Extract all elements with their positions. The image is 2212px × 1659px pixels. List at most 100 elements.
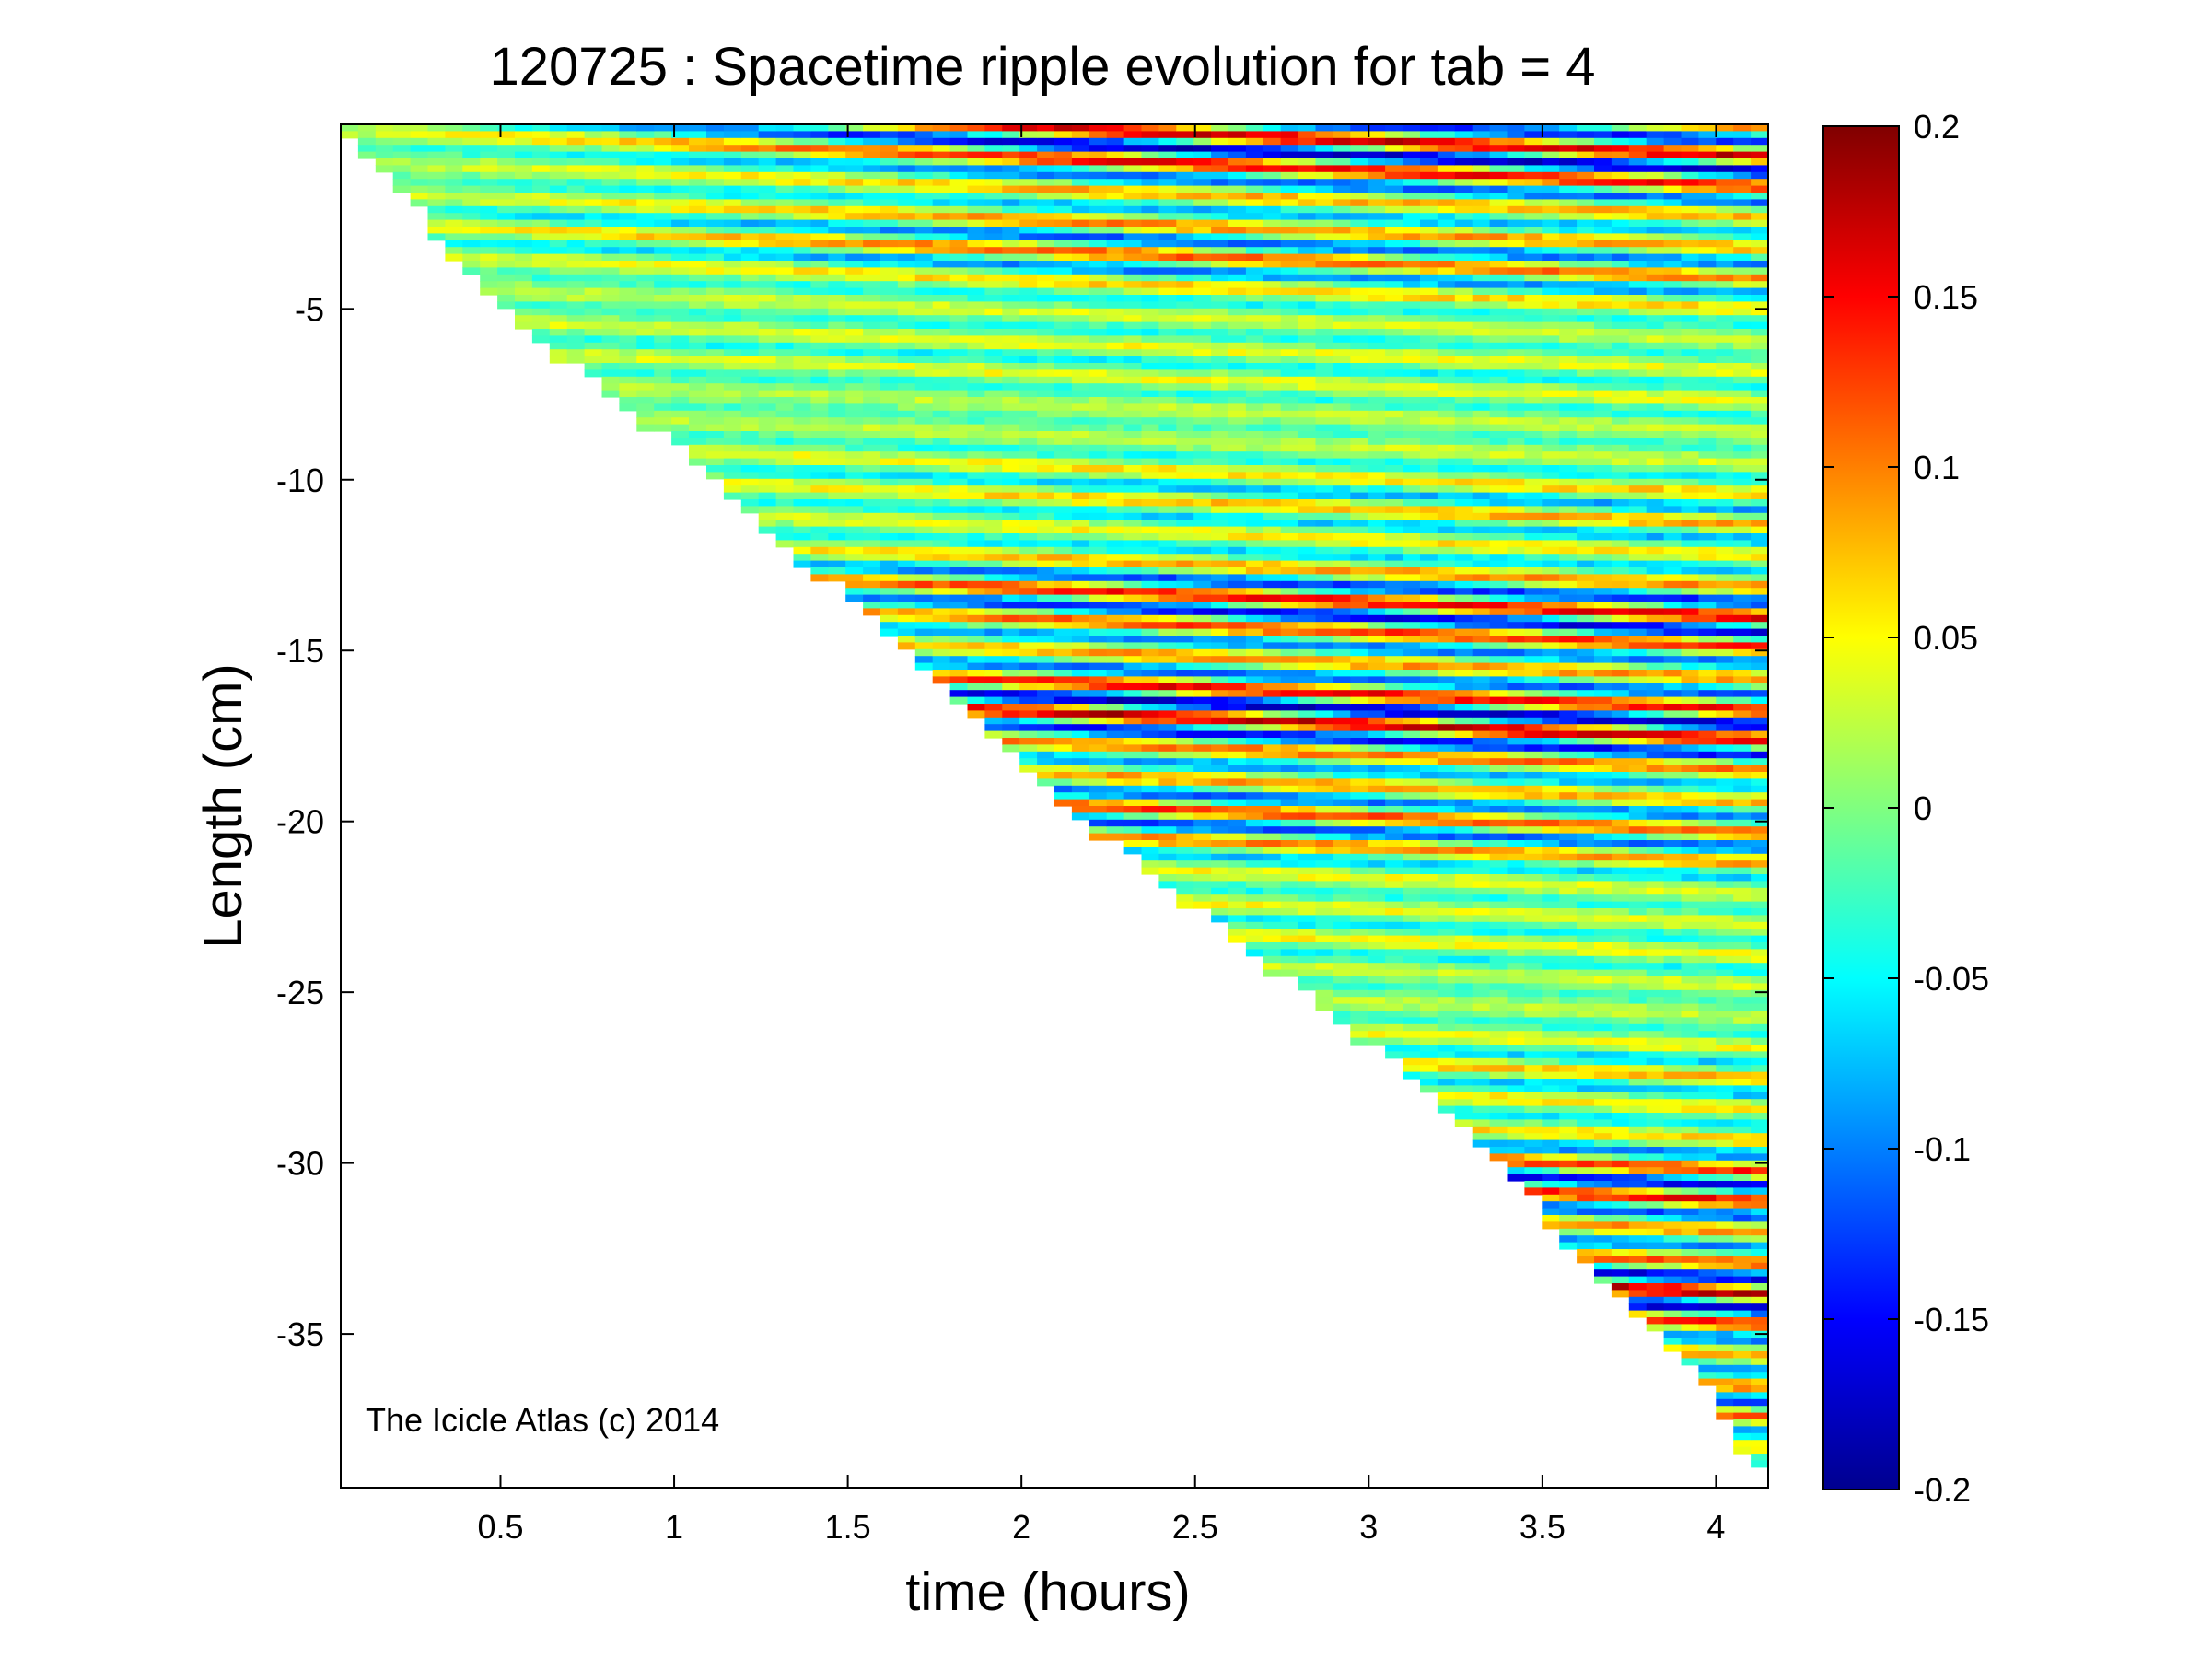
heatmap-cell: [671, 233, 690, 241]
heatmap-cell: [810, 451, 829, 460]
heatmap-cell: [880, 171, 899, 180]
heatmap-cell: [810, 165, 829, 173]
heatmap-cell: [1350, 472, 1368, 480]
heatmap-cell: [793, 247, 811, 255]
heatmap-cell: [880, 472, 899, 480]
heatmap-cell: [1089, 390, 1108, 398]
heatmap-cell: [1002, 335, 1020, 344]
heatmap-cell: [1298, 472, 1317, 480]
heatmap-cell: [654, 137, 672, 146]
heatmap-cell: [1193, 315, 1212, 323]
heatmap-cell: [619, 287, 637, 296]
heatmap-cell: [1019, 758, 1038, 766]
heatmap-cell: [1420, 369, 1438, 378]
heatmap-cell: [1350, 812, 1368, 821]
heatmap-cell: [1368, 417, 1386, 426]
heatmap-cell: [1054, 602, 1073, 609]
heatmap-cell: [1420, 785, 1438, 793]
heatmap-cell: [1368, 533, 1386, 541]
heatmap-cell: [914, 608, 934, 616]
heatmap-cell: [1315, 124, 1333, 132]
heatmap-cell: [1141, 165, 1159, 173]
heatmap-cell: [740, 349, 760, 357]
heatmap-cell: [1385, 758, 1403, 766]
heatmap-cell: [1019, 656, 1038, 664]
heatmap-cell: [619, 281, 637, 289]
heatmap-cell: [914, 315, 934, 323]
heatmap-cell: [480, 124, 498, 132]
heatmap-cell: [1054, 151, 1073, 159]
heatmap-cell: [1263, 602, 1282, 609]
heatmap-cell: [1141, 670, 1159, 677]
heatmap-cell: [1141, 193, 1159, 200]
heatmap-cell: [949, 683, 969, 691]
heatmap-cell: [1002, 438, 1020, 446]
heatmap-cell: [427, 193, 446, 200]
heatmap-cell: [1420, 315, 1438, 323]
heatmap-cell: [1333, 860, 1351, 869]
heatmap-cell: [1437, 193, 1456, 200]
heatmap-cell: [1437, 315, 1456, 323]
heatmap-cell: [1176, 185, 1194, 193]
heatmap-cell: [1158, 397, 1177, 404]
heatmap-cell: [1280, 628, 1299, 637]
heatmap-cell: [706, 431, 725, 438]
heatmap-cell: [1193, 356, 1212, 364]
chart-title: 120725 : Spacetime ripple evolution for …: [489, 37, 1595, 97]
heatmap-cell: [810, 124, 829, 132]
heatmap-cell: [1141, 520, 1159, 528]
heatmap-cell: [1263, 506, 1282, 514]
heatmap-cell: [1211, 478, 1229, 486]
heatmap-cell: [793, 315, 811, 323]
heatmap-cell: [671, 329, 690, 336]
heatmap-cell: [1176, 267, 1194, 275]
heatmap-cell: [723, 145, 742, 153]
heatmap-cell: [689, 193, 707, 200]
heatmap-cell: [584, 329, 603, 336]
heatmap-cell: [1141, 233, 1159, 241]
heatmap-cell: [1054, 295, 1073, 302]
heatmap-cell: [1385, 1031, 1403, 1039]
heatmap-cell: [740, 151, 760, 159]
heatmap-cell: [914, 540, 934, 548]
heatmap-cell: [1350, 580, 1368, 589]
heatmap-cell: [1158, 526, 1177, 534]
heatmap-cell: [1245, 131, 1264, 139]
heatmap-cell: [1298, 772, 1317, 779]
heatmap-cell: [758, 526, 777, 534]
heatmap-cell: [1350, 826, 1368, 835]
heatmap-cell: [758, 472, 777, 480]
heatmap-cell: [828, 472, 846, 480]
heatmap-cell: [1245, 840, 1264, 847]
heatmap-cell: [740, 179, 760, 187]
heatmap-cell: [1437, 499, 1456, 507]
heatmap-cell: [1211, 744, 1229, 753]
heatmap-cell: [1298, 901, 1317, 909]
heatmap-cell: [845, 287, 864, 296]
heatmap-cell: [1071, 662, 1090, 671]
heatmap-cell: [984, 185, 1003, 193]
heatmap-cell: [897, 472, 916, 480]
heatmap-cell: [828, 390, 846, 398]
heatmap-cell: [1141, 444, 1159, 452]
heatmap-cell: [1002, 267, 1020, 275]
heatmap-cell: [1403, 179, 1421, 187]
heatmap-cell: [549, 295, 568, 302]
heatmap-cell: [1403, 1017, 1421, 1025]
heatmap-cell: [1333, 622, 1351, 630]
heatmap-cell: [1193, 670, 1212, 677]
heatmap-cell: [1280, 240, 1299, 248]
heatmap-cell: [706, 472, 725, 480]
heatmap-cell: [880, 390, 899, 398]
heatmap-cell: [1228, 179, 1247, 187]
heatmap-cell: [845, 342, 864, 350]
heatmap-cell: [1002, 588, 1020, 596]
heatmap-cell: [1420, 921, 1438, 929]
heatmap-cell: [1054, 227, 1073, 234]
heatmap-cell: [723, 151, 742, 159]
heatmap-cell: [1420, 335, 1438, 344]
heatmap-cell: [1158, 656, 1177, 664]
heatmap-cell: [1037, 295, 1055, 302]
heatmap-cell: [1211, 499, 1229, 507]
heatmap-cell: [1454, 403, 1473, 412]
